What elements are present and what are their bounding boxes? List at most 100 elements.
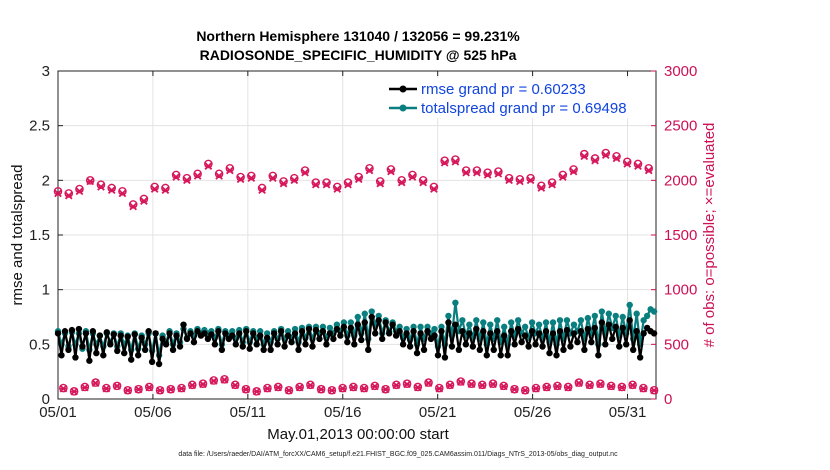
obs-count-series (53, 148, 659, 396)
possible-obs-point (193, 169, 202, 179)
possible-obs-point (161, 183, 170, 193)
totalspread-point (319, 323, 327, 331)
totalspread-point (591, 312, 599, 320)
rmse-point (298, 328, 306, 335)
rmse-point (424, 328, 431, 335)
evaluated-obs-point (75, 187, 84, 196)
possible-obs-point (429, 182, 439, 192)
evaluated-obs-point (338, 384, 347, 393)
possible-obs-point (289, 173, 299, 183)
rmse-point (361, 319, 368, 326)
evaluated-obs-point (59, 384, 68, 393)
evaluated-obs-point (451, 157, 460, 166)
rmse-point (445, 319, 452, 326)
rmse-point (236, 330, 243, 337)
evaluated-obs-point (161, 186, 170, 195)
evaluated-obs-point (575, 379, 583, 387)
rmse-point (574, 338, 581, 346)
rmse-point (340, 323, 348, 331)
rmse-point (459, 328, 466, 335)
possible-obs-point (526, 173, 535, 183)
possible-obs-point (601, 148, 611, 158)
rmse-point (281, 343, 288, 350)
evaluated-obs-point (247, 174, 256, 182)
evaluated-obs-point (295, 383, 304, 392)
totalspread-point (445, 312, 452, 320)
rmse-point (58, 352, 65, 359)
y-right-tick-label: 0 (664, 391, 672, 408)
evaluated-obs-point (596, 380, 605, 389)
rmse-point (528, 328, 536, 335)
rmse-point (546, 349, 553, 357)
rmse-point (605, 321, 612, 328)
rmse-point (392, 332, 400, 339)
rmse-point (598, 319, 606, 326)
rmse-point (65, 346, 72, 353)
legend-spread-label: totalspread grand pr = 0.69498 (421, 100, 627, 117)
evaluated-obs-point (349, 383, 358, 392)
rmse-point (577, 328, 585, 335)
possible-obs-point (53, 186, 63, 196)
possible-obs-point (418, 176, 428, 185)
rmse-point (330, 335, 337, 343)
totalspread-point (633, 310, 640, 317)
rmse-point (466, 330, 473, 337)
totalspread-point (396, 323, 403, 331)
rmse-point (169, 346, 177, 353)
x-axis: 05/01 05/06 05/11 05/16 05/21 05/26 05/31 (39, 71, 646, 421)
totalspread-point (361, 310, 368, 317)
rmse-point (96, 332, 104, 339)
evaluated-obs-point (419, 178, 428, 187)
y-right-tick-label: 500 (664, 336, 689, 353)
evaluated-obs-point (209, 377, 218, 385)
possible-obs-point (75, 184, 84, 194)
totalspread-point (256, 328, 264, 335)
rmse-point (162, 341, 170, 348)
evaluated-obs-point (322, 180, 331, 189)
y-left-tick-label: 1.5 (29, 227, 50, 244)
rmse-point (194, 328, 201, 335)
rmse-point (89, 328, 97, 335)
rmse-point (218, 346, 226, 353)
evaluated-obs-point (91, 379, 100, 387)
evaluated-obs-point (387, 167, 395, 176)
rmse-point (148, 358, 156, 366)
evaluated-obs-point (226, 166, 234, 175)
evaluated-obs-point (285, 386, 293, 395)
rmse-point (389, 321, 396, 328)
rmse-point (295, 346, 302, 353)
rmse-point (263, 334, 271, 341)
evaluated-obs-point (129, 202, 138, 211)
rmse-point (260, 346, 267, 353)
rmse-point (636, 354, 644, 361)
possible-obs-point (268, 171, 278, 181)
evaluated-obs-point (489, 380, 497, 389)
evaluated-obs-point (634, 162, 642, 170)
rmse-point (121, 349, 128, 357)
rmse-point (86, 357, 93, 364)
rmse-point (487, 330, 494, 337)
rmse-point (473, 325, 480, 333)
evaluated-obs-point (478, 381, 487, 390)
evaluated-obs-point (70, 387, 78, 396)
possible-obs-point (590, 154, 600, 163)
evaluated-obs-point (166, 385, 175, 394)
evaluated-obs-point (140, 197, 148, 205)
evaluated-obs-point (54, 189, 62, 198)
possible-obs-point (139, 194, 149, 204)
evaluated-obs-point (580, 152, 589, 161)
possible-obs-point (354, 172, 364, 182)
rmse-point (365, 346, 372, 353)
totalspread-point (528, 319, 536, 326)
evaluated-obs-point (274, 383, 283, 392)
rmse-point (609, 335, 616, 343)
possible-obs-point (257, 183, 267, 193)
y-left-tick-label: 0 (42, 391, 50, 408)
rmse-point (159, 335, 166, 343)
rmse-point (82, 330, 90, 337)
rmse-point (333, 325, 341, 333)
possible-obs-point (483, 168, 492, 177)
evaluated-obs-point (516, 177, 524, 186)
possible-obs-point (225, 164, 235, 173)
